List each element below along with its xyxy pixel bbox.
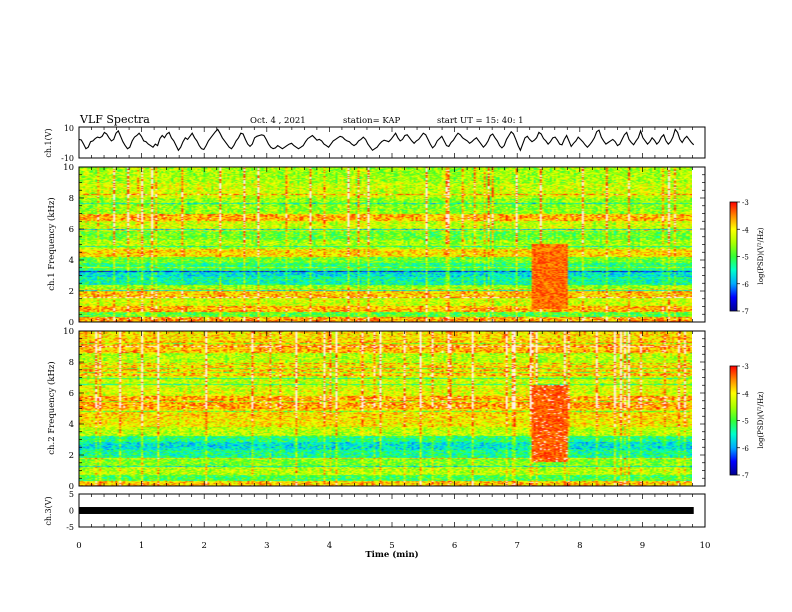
ch2-spectrogram-ylabel: ch.2 Frequency (kHz): [46, 361, 57, 454]
ch1-colorbar-tick-label: -6: [742, 281, 749, 289]
ch1-spectrogram-panel: 0 2 4 6 8 10 ch.1 Frequency (kHz): [46, 163, 706, 328]
ch2-colorbar-tick-label: -7: [742, 472, 749, 480]
ch3-waveform-signal: [79, 507, 694, 514]
time-axis: 0 1 2 3 4 5 6 7 8 9 10: [76, 541, 710, 551]
time-axis-tick-label: 6: [452, 541, 457, 551]
time-axis-tick-label: 5: [389, 541, 394, 551]
time-axis-tick-label: 0: [76, 541, 81, 551]
ch2-spectrogram-ytick-label: 2: [69, 451, 74, 461]
ch2-colorbar-tick-label: -3: [742, 363, 749, 371]
ch2-colorbar-tick-label: -6: [742, 445, 749, 453]
time-axis-label: Time (min): [365, 549, 418, 560]
ch1-waveform-panel: 10 -10 ch.1(V): [44, 124, 706, 163]
ch2-spectrogram-ytick-label: 4: [69, 420, 74, 430]
time-axis-tick-label: 8: [577, 541, 582, 551]
ch1-spectrogram-ylabel: ch.1 Frequency (kHz): [46, 197, 57, 290]
ch1-waveform-ylabel: ch.1(V): [44, 128, 53, 157]
ch1-colorbar-tick-label: -3: [742, 199, 749, 207]
ch1-spectrogram-ytick-label: 10: [63, 163, 74, 173]
ch2-spectrogram-panel: 0 2 4 6 8 10 ch.2 Frequency (kHz): [46, 327, 706, 492]
time-axis-tick-label: 9: [640, 541, 645, 551]
ch1-spectrogram-ytick-label: 6: [69, 225, 74, 235]
ch1-colorbar-label: log(PSD)(V²/Hz): [757, 227, 765, 284]
time-axis-tick-label: 3: [264, 541, 269, 551]
ch2-spectrogram-ytick-label: 10: [63, 327, 74, 337]
ch2-spectrogram-image: [79, 331, 692, 486]
ch2-colorbar: -3 -4 -5 -6 -7 log(PSD)(V²/Hz): [729, 363, 765, 480]
ch1-colorbar-tick-label: -5: [742, 254, 749, 262]
ch1-spectrogram-ytick-label: 2: [69, 287, 74, 297]
ch1-colorbar-tick-label: -7: [742, 308, 749, 316]
time-axis-tick-label: 1: [139, 541, 144, 551]
time-axis-tick-label: 10: [700, 541, 711, 551]
ch3-waveform-ylabel: ch.3(V): [44, 496, 53, 525]
ch3-ytick-label: 0: [69, 507, 74, 516]
ch1-spectrogram-ytick-label: 8: [69, 194, 74, 204]
ch3-waveform-panel: 5 0 -5 ch.3(V): [44, 490, 706, 532]
ch1-ytick-top: 10: [64, 124, 74, 133]
ch2-spectrogram-ytick-label: 8: [69, 358, 74, 368]
start-time-label: start UT = 15: 40: 1: [437, 116, 524, 126]
ch1-waveform-line: [78, 128, 695, 152]
ch3-ytick-label: -5: [66, 523, 74, 532]
ch1-colorbar-tick-label: -4: [742, 226, 749, 234]
ch1-colorbar: -3 -4 -5 -6 -7 log(PSD)(V²/Hz): [729, 199, 765, 316]
time-axis-tick-label: 4: [327, 541, 332, 551]
ch1-spectrogram-ytick-label: 0: [69, 318, 74, 328]
time-axis-tick-label: 2: [201, 541, 206, 551]
ch2-spectrogram-ytick-label: 6: [69, 389, 74, 399]
ch2-colorbar-tick-label: -4: [742, 390, 749, 398]
ch2-spectrogram-ytick-label: 0: [69, 482, 74, 492]
ch1-ytick-bottom: -10: [61, 154, 74, 163]
ch1-spectrogram-image: [79, 167, 692, 322]
time-axis-tick-label: 7: [514, 541, 519, 551]
ch2-colorbar-tick-label: -5: [742, 418, 749, 426]
station-label: station= KAP: [343, 116, 401, 126]
figure-title: VLF Spectra: [79, 113, 150, 126]
ch1-colorbar-gradient: [729, 201, 738, 312]
ch2-colorbar-label: log(PSD)(V²/Hz): [757, 391, 765, 448]
date-label: Oct. 4 , 2021: [250, 116, 306, 126]
ch1-spectrogram-ytick-label: 4: [69, 256, 74, 266]
ch2-colorbar-gradient: [729, 365, 738, 476]
ch3-ytick-label: 5: [69, 490, 74, 499]
